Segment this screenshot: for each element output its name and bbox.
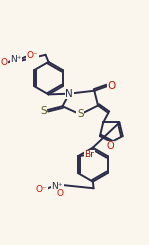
Text: O: O <box>107 81 115 91</box>
Text: O: O <box>1 58 8 67</box>
Text: N: N <box>65 89 73 99</box>
Text: N⁺: N⁺ <box>52 182 63 191</box>
Text: Br: Br <box>84 150 94 159</box>
Text: O⁻: O⁻ <box>26 51 38 60</box>
Text: O: O <box>57 189 64 198</box>
Text: O: O <box>107 141 114 151</box>
Text: N⁺: N⁺ <box>10 55 22 64</box>
Text: S: S <box>77 109 84 119</box>
Text: S: S <box>40 106 47 116</box>
Text: O⁻: O⁻ <box>35 185 47 194</box>
